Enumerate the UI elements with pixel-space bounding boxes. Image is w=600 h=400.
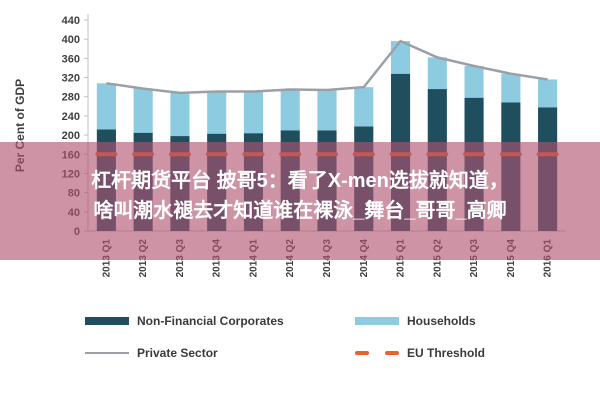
chart-legend: Non-Financial Corporates Households Priv… [85,308,565,374]
y-tick-label: 280 [62,92,80,104]
y-tick-label: 200 [62,130,80,142]
legend-label-eu-threshold: EU Threshold [407,346,486,360]
bar-households [243,91,264,134]
headline-line-2: 啥叫潮水褪去才知道谁在裸泳_舞台_哥哥_高卿 [93,200,507,222]
headline-line-1: 杠杆期货平台 披哥5：看了X-men选拔就知道， [91,170,509,192]
legend-item-eu-threshold: EU Threshold [355,346,485,360]
bar-households [464,66,484,98]
bar-households [538,79,558,108]
bar-households [317,90,337,131]
legend-label-private-sector: Private Sector [137,346,218,360]
legend-item-non-financial-corporates: Non-Financial Corporates [85,314,284,328]
bar-households [427,57,447,90]
bar-households [280,89,300,131]
bar-households [96,83,116,130]
legend-label-households: Households [407,314,476,328]
legend-swatch-private-sector [85,352,129,354]
bar-households [207,91,227,134]
bar-households [170,92,190,137]
y-tick-label: 240 [62,111,80,123]
legend-swatch-households [355,317,399,325]
legend-label-non-financial-corporates: Non-Financial Corporates [137,314,284,328]
headline-banner [0,142,600,260]
y-tick-label: 360 [62,53,80,65]
legend-swatch-eu-threshold [355,349,399,357]
legend-swatch-non-financial-corporates [85,317,129,325]
bar-households [133,88,153,133]
legend-item-private-sector: Private Sector [85,346,218,360]
bar-households [501,73,521,103]
legend-item-households: Households [355,314,476,328]
y-tick-label: 320 [62,73,80,85]
headline-text[interactable]: 杠杆期货平台 披哥5：看了X-men选拔就知道， 啥叫潮水褪去才知道谁在裸泳_舞… [0,166,600,226]
bar-households [354,87,374,127]
bar-households [390,41,411,74]
y-tick-label: 400 [62,34,80,46]
y-tick-label: 440 [62,15,80,27]
